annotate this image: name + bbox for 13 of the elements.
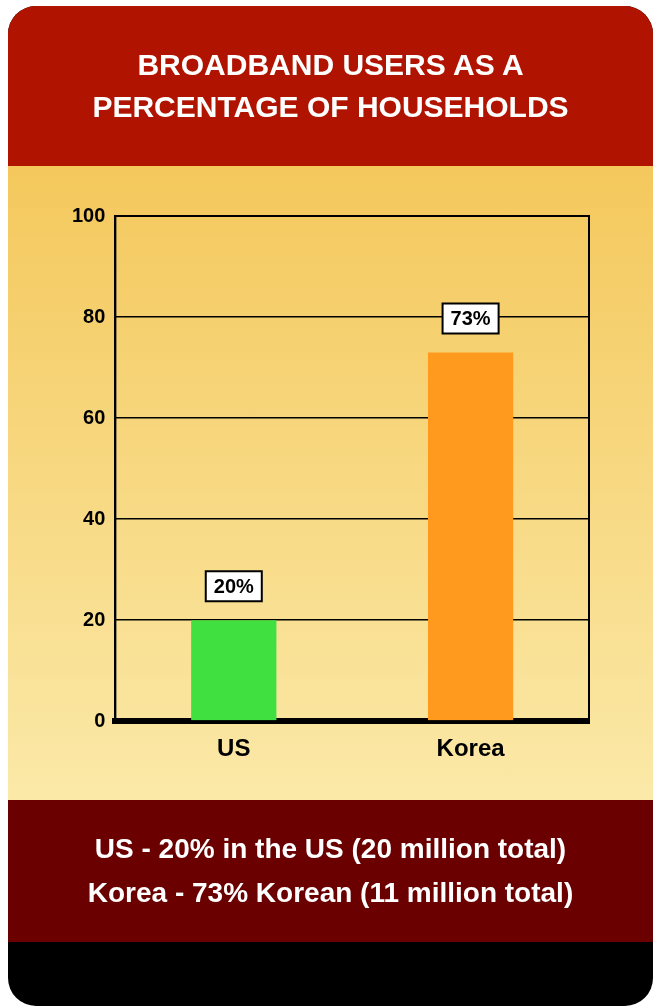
y-tick-label: 80 bbox=[83, 304, 106, 327]
y-tick-label: 60 bbox=[83, 405, 106, 428]
text: US - 20% in the US (20 million total) bbox=[94, 832, 567, 866]
data-label: 73% bbox=[450, 306, 491, 329]
data-label: 20% bbox=[213, 574, 255, 597]
y-tick-label: 0 bbox=[94, 708, 106, 731]
y-tick-label: 20 bbox=[83, 607, 106, 630]
chart-title: BROADBAND USERS AS A PERCENTAGE OF HOUSEHOLDS bbox=[8, 6, 653, 166]
x-tick-label: Korea bbox=[436, 734, 506, 762]
text: Korea - 73% Korean (11 million total) bbox=[87, 876, 574, 910]
y-tick-label: 40 bbox=[83, 506, 106, 529]
x-tick-label: US bbox=[217, 734, 251, 762]
y-tick-label: 100 bbox=[71, 203, 106, 226]
